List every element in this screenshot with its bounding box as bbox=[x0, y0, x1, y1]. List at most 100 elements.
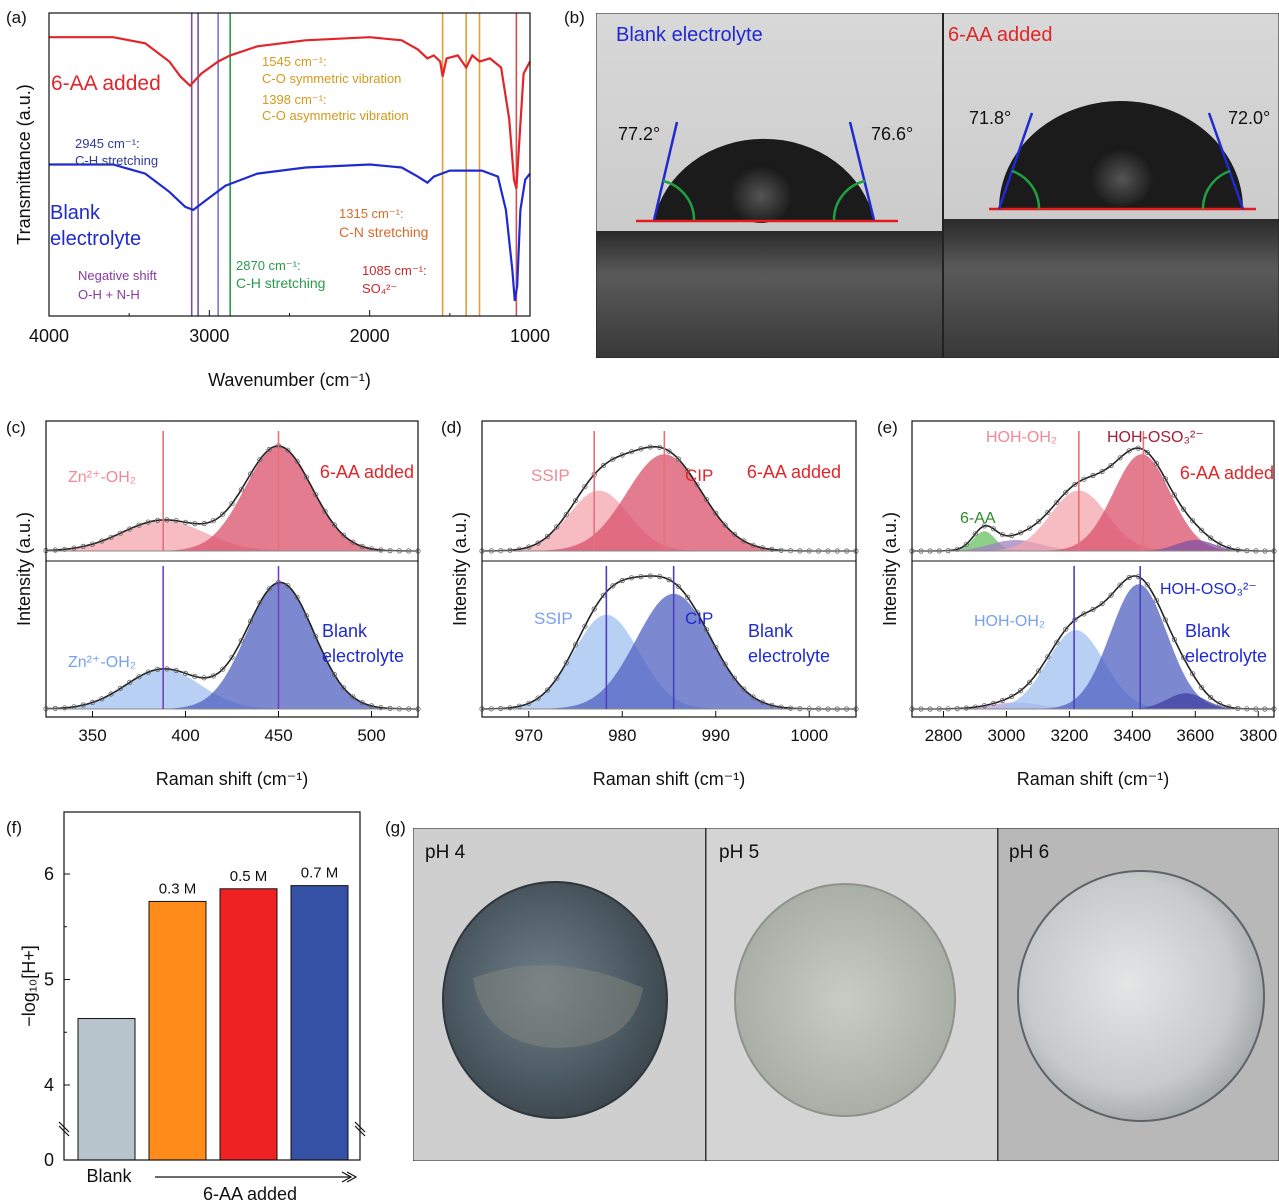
annotation: SO₄²⁻ bbox=[362, 281, 397, 296]
arc-right-1 bbox=[1011, 169, 1041, 210]
data-point bbox=[1054, 639, 1060, 645]
data-point bbox=[340, 532, 347, 538]
data-point bbox=[1117, 455, 1123, 461]
data-point bbox=[572, 498, 579, 504]
peak-label: HOH-OH₂ bbox=[986, 429, 1057, 446]
x-tick-label: 990 bbox=[702, 726, 730, 745]
data-point bbox=[1036, 518, 1042, 525]
data-point bbox=[535, 695, 541, 701]
data-point bbox=[52, 547, 58, 553]
electrode-photos: pH 4 pH 5 pH 6 bbox=[413, 828, 1279, 1161]
data-point bbox=[1063, 489, 1069, 495]
data-point bbox=[1090, 472, 1096, 479]
data-point bbox=[999, 532, 1006, 538]
data-point bbox=[1217, 541, 1223, 547]
x-tick-label: 2000 bbox=[350, 326, 390, 346]
annotation: O-H + N-H bbox=[78, 287, 140, 302]
peak-label: Blank bbox=[1185, 621, 1231, 641]
peak-label: CIP bbox=[685, 609, 713, 628]
raman-chart-c: 350 400 450 500 Raman shift (cm⁻¹) Intensity … bbox=[14, 420, 421, 789]
peak-label: electrolyte bbox=[748, 646, 830, 666]
data-point bbox=[963, 705, 969, 711]
data-point bbox=[294, 594, 300, 600]
photo-divider bbox=[942, 13, 944, 358]
data-point bbox=[657, 574, 663, 580]
x-tick-label: 3200 bbox=[1050, 726, 1088, 745]
data-point bbox=[741, 538, 747, 544]
x-axis-label: Raman shift (cm⁻¹) bbox=[156, 769, 309, 789]
data-point bbox=[629, 449, 635, 455]
electrode-disc-ph6 bbox=[1017, 870, 1265, 1122]
data-point bbox=[173, 667, 179, 674]
data-point bbox=[117, 530, 124, 536]
photo-title-ph4: pH 4 bbox=[425, 842, 466, 863]
data-point bbox=[136, 674, 142, 680]
data-point bbox=[1180, 506, 1187, 512]
photo-title-ph6: pH 6 bbox=[1009, 842, 1050, 863]
y-axis-label: −log₁₀[H+] bbox=[19, 945, 39, 1027]
data-point bbox=[601, 462, 607, 469]
data-point bbox=[963, 541, 969, 547]
ph-bar-chart: 0.3 M 0.5 M 0.7 M 0 4 5 6 −log₁₀[H+] Blank 6-AA a… bbox=[19, 811, 366, 1200]
data-point bbox=[210, 518, 216, 524]
data-point bbox=[610, 456, 616, 462]
electrode-images bbox=[413, 828, 1279, 1161]
plot-frame bbox=[911, 420, 1275, 718]
data-point bbox=[526, 544, 532, 550]
data-point bbox=[359, 543, 365, 549]
angle-left-right: 76.6° bbox=[871, 124, 914, 144]
envelope-line bbox=[46, 581, 418, 710]
data-point bbox=[638, 446, 644, 452]
data-point bbox=[322, 508, 328, 514]
fitted-peak bbox=[912, 540, 1274, 551]
fitted-peak bbox=[482, 454, 856, 551]
peak-label: SSIP bbox=[531, 466, 570, 485]
data-point bbox=[507, 547, 513, 553]
data-point bbox=[544, 533, 551, 540]
annotation: 2870 cm⁻¹: bbox=[236, 258, 301, 273]
fitted-peak bbox=[912, 490, 1274, 551]
data-point bbox=[619, 577, 625, 584]
data-point bbox=[313, 634, 319, 640]
data-point bbox=[248, 471, 254, 477]
data-point bbox=[554, 524, 560, 530]
peak-label: 6-AA added bbox=[1180, 463, 1274, 483]
y-tick-label: 6 bbox=[44, 864, 54, 884]
x-tick-label: 980 bbox=[608, 726, 636, 745]
data-point bbox=[340, 685, 347, 691]
bar-2 bbox=[219, 888, 278, 1161]
x-tick-label: 450 bbox=[264, 726, 292, 745]
data-point bbox=[731, 531, 738, 537]
data-point bbox=[350, 694, 356, 700]
annotation: 1085 cm⁻¹: bbox=[362, 263, 427, 278]
data-point bbox=[294, 458, 300, 464]
bar-label: 0.5 M bbox=[230, 868, 268, 885]
data-point bbox=[108, 534, 114, 540]
data-point bbox=[80, 702, 86, 708]
data-point bbox=[173, 518, 179, 524]
angle-right-left: 71.8° bbox=[969, 108, 1012, 128]
data-point bbox=[108, 691, 114, 697]
data-point bbox=[619, 452, 625, 458]
data-point bbox=[1144, 582, 1150, 588]
data-point bbox=[285, 447, 291, 453]
data-point bbox=[164, 517, 170, 523]
angle-left-left: 77.2° bbox=[618, 124, 661, 144]
angle-right-right: 72.0° bbox=[1228, 108, 1271, 128]
data-point bbox=[99, 538, 105, 544]
peak-label: 6-AA bbox=[960, 510, 996, 527]
ftir-chart: 4000 3000 2000 1000 Wavenumber (cm⁻¹) Transmi… bbox=[14, 12, 550, 390]
data-point bbox=[990, 700, 997, 706]
data-point bbox=[378, 547, 384, 553]
data-point bbox=[1171, 636, 1177, 643]
data-point bbox=[1099, 468, 1105, 475]
x-tick-label: 970 bbox=[515, 726, 543, 745]
fitted-peak bbox=[46, 582, 418, 709]
data-point bbox=[1081, 611, 1087, 617]
data-point bbox=[1162, 617, 1168, 623]
data-point bbox=[1036, 668, 1042, 674]
raman-chart-d: 970 980 990 1000 Raman shift (cm⁻¹) Intensity… bbox=[450, 420, 859, 789]
fitted-peak bbox=[482, 614, 856, 709]
x-tick-label: 3800 bbox=[1239, 726, 1277, 745]
x-tick-label: 3000 bbox=[988, 726, 1026, 745]
